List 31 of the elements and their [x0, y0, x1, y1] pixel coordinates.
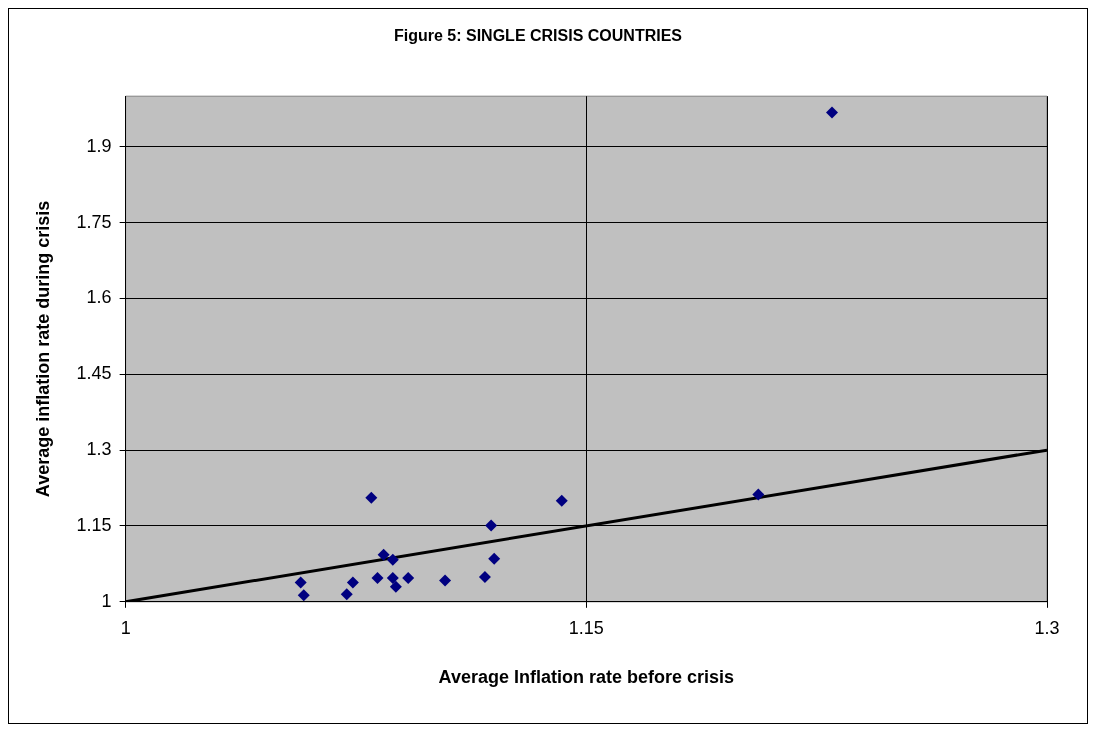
x-axis-title: Average Inflation rate before crisis: [438, 667, 735, 688]
point: [826, 106, 839, 119]
y-tick-label: 1.45: [76, 363, 112, 384]
point: [555, 494, 568, 507]
y-tick-label: 1.9: [86, 135, 112, 156]
point: [371, 572, 384, 585]
point: [386, 553, 399, 566]
y-tick-label: 1.6: [86, 287, 112, 308]
point: [389, 580, 402, 593]
point: [386, 572, 399, 585]
point: [402, 572, 415, 585]
point: [365, 491, 378, 504]
point: [439, 574, 452, 587]
x-tick-label: 1: [120, 617, 131, 638]
y-tick-label: 1: [101, 590, 112, 611]
point: [346, 576, 359, 589]
chart-title: Figure 5: SINGLE CRISIS COUNTRIES: [393, 27, 683, 45]
point: [340, 588, 353, 601]
point: [377, 548, 390, 561]
y-axis-title: Average inflation rate during crisis: [32, 200, 53, 498]
x-tick-label: 1.3: [1034, 617, 1060, 638]
x-tick-label: 1.15: [568, 617, 604, 638]
point: [294, 576, 307, 589]
point: [478, 571, 491, 584]
y-tick-label: 1.3: [86, 439, 112, 460]
y-tick-label: 1.15: [76, 514, 112, 535]
point: [488, 552, 501, 565]
point: [297, 589, 310, 602]
point: [485, 519, 498, 532]
point: [752, 488, 765, 501]
y-tick-label: 1.75: [76, 211, 112, 232]
